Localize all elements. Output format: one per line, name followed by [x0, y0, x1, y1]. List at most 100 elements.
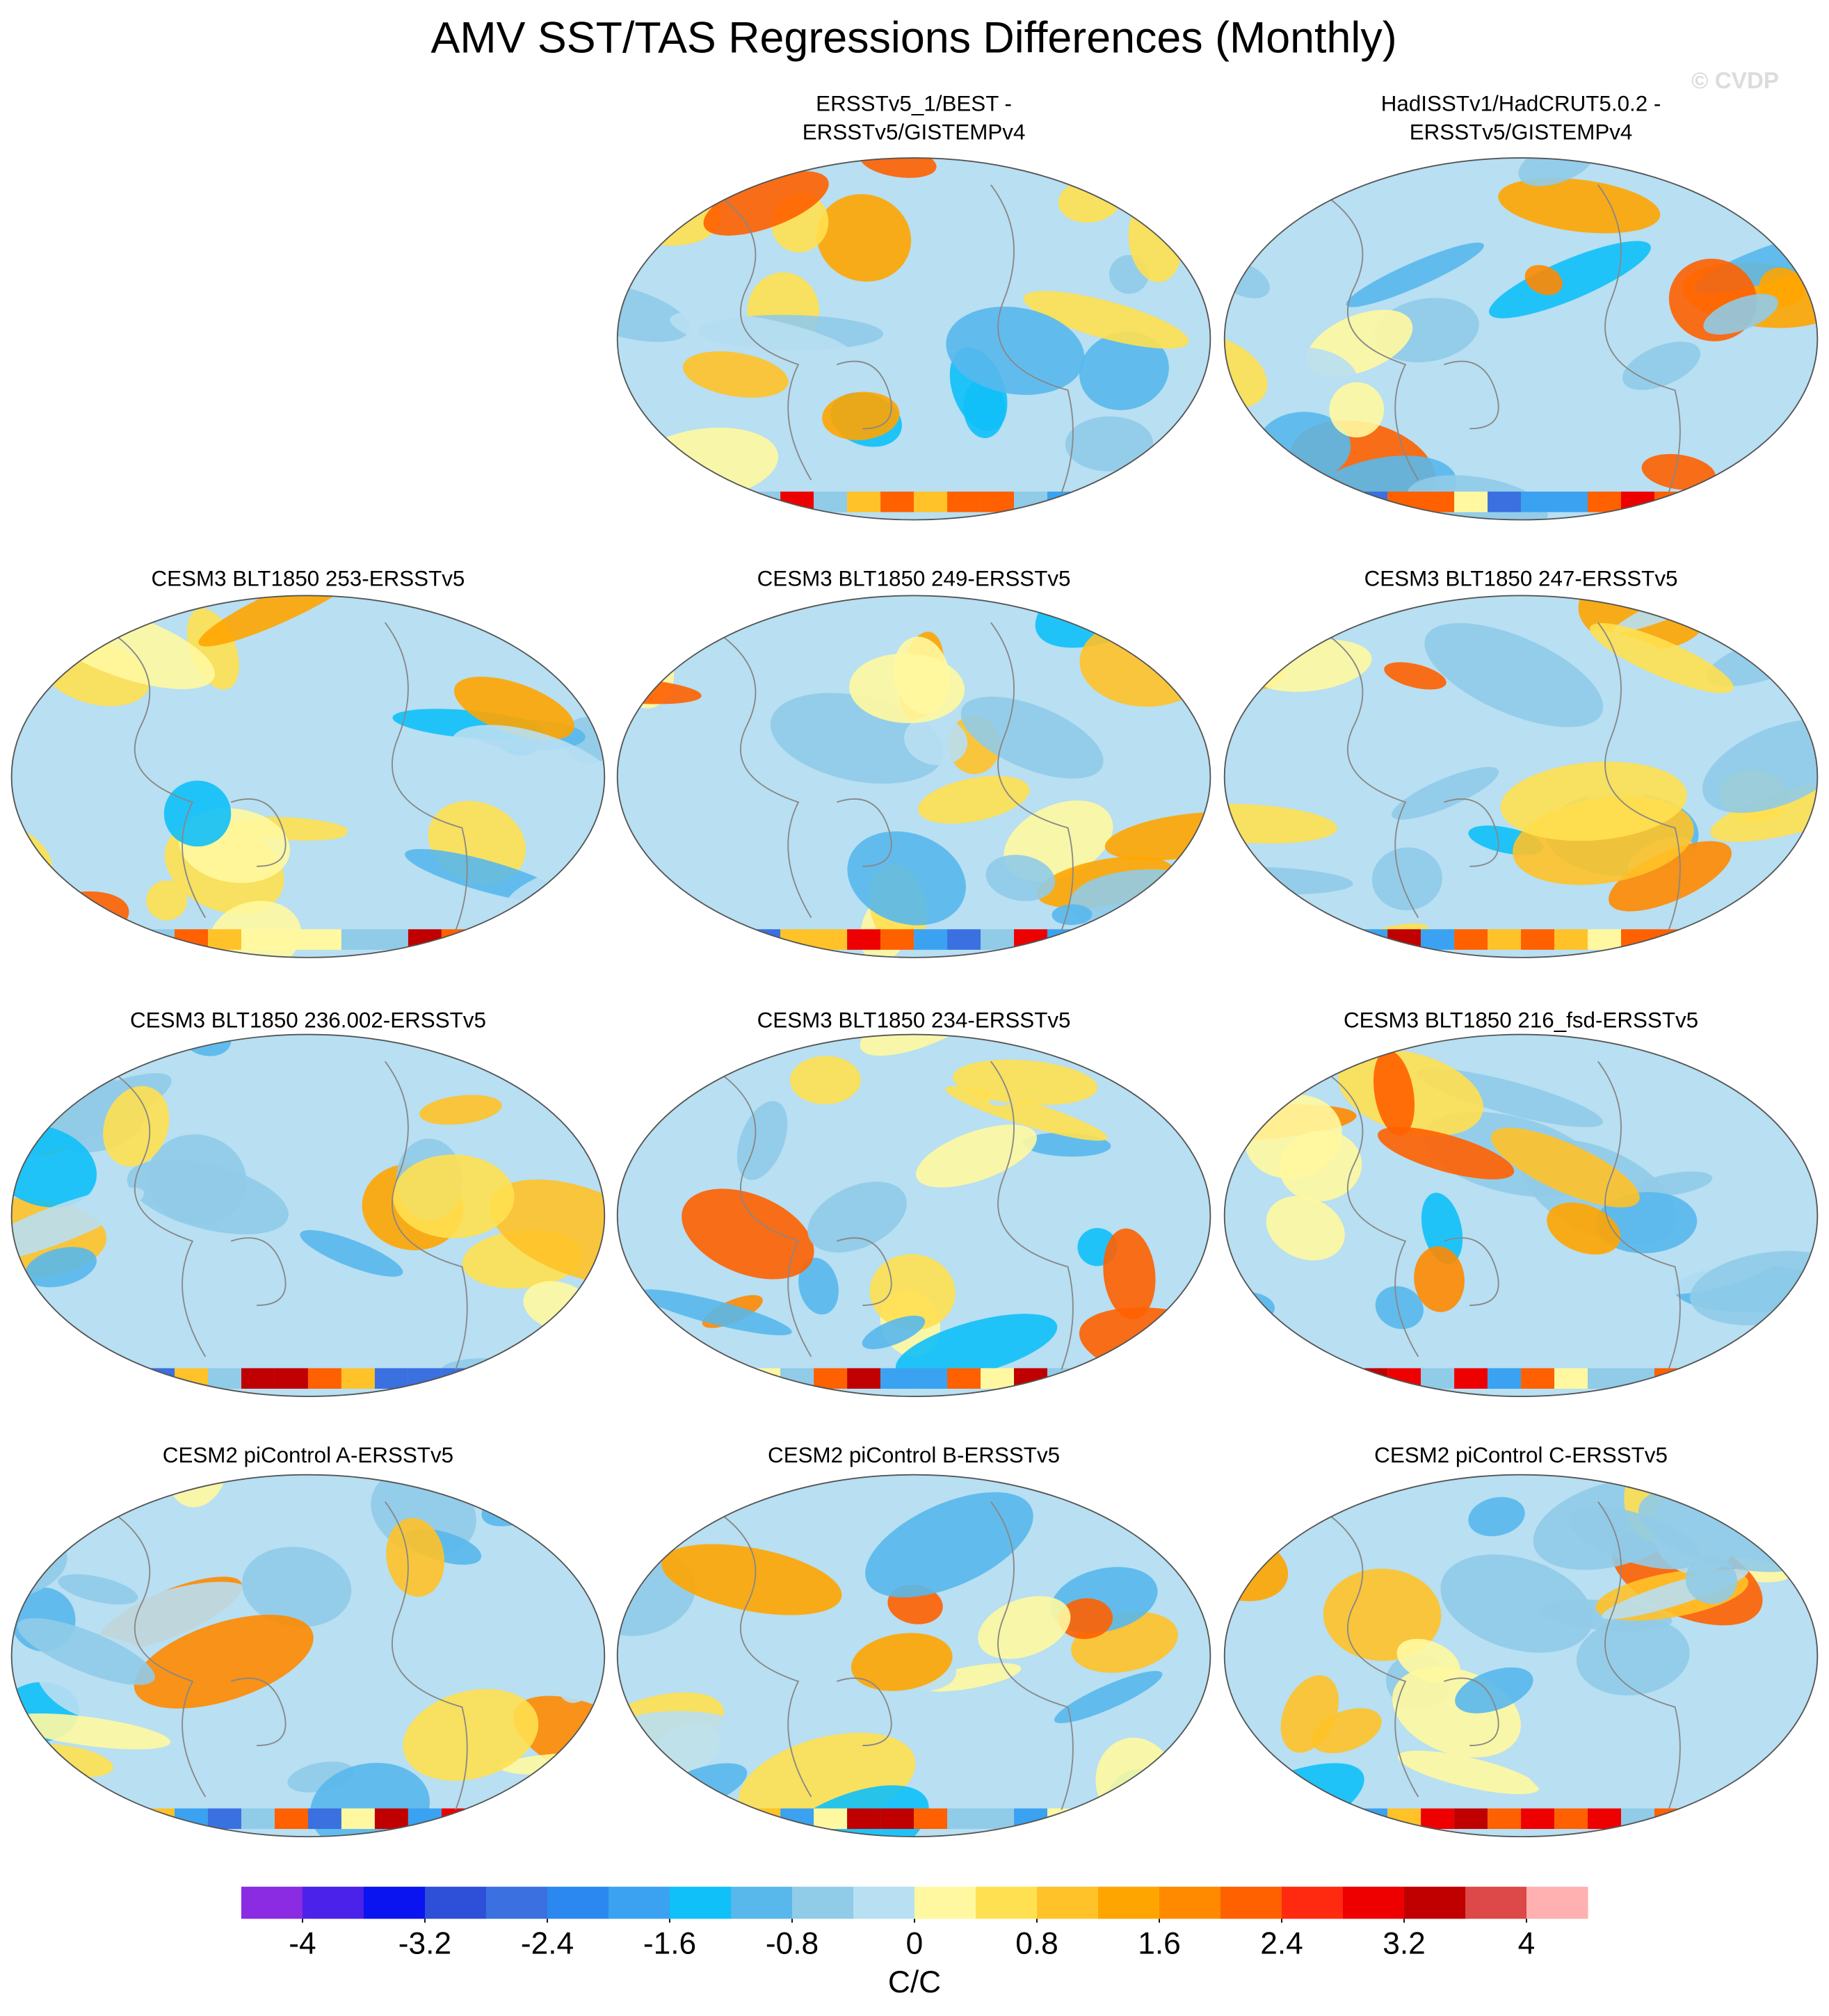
field-blob	[880, 1808, 914, 1830]
field-blob	[386, 1517, 445, 1597]
colorbar-box	[669, 1887, 732, 1919]
colorbar-box	[1037, 1887, 1099, 1919]
field-blob	[1454, 1808, 1488, 1830]
field-blob	[341, 1368, 375, 1389]
field-blob	[1710, 778, 1818, 842]
map-panel: CESM3 BLT1850 247-ERSSTv5	[1223, 567, 1819, 958]
field-blob	[1468, 1497, 1525, 1537]
map-field	[11, 595, 605, 958]
field-blob	[1371, 847, 1442, 910]
colorbar-box	[241, 1887, 303, 1919]
field-blob	[146, 880, 188, 921]
field-blob	[1554, 929, 1588, 950]
field-blob	[134, 1614, 314, 1709]
field-blob	[860, 158, 937, 178]
field-blob	[1058, 1598, 1113, 1639]
panel-title: CESM3 BLT1850 249-ERSSTv5	[757, 567, 1071, 591]
colorbar-tick-label: -4	[289, 1927, 316, 1961]
field-blob	[1234, 347, 1359, 424]
field-blob	[555, 1635, 602, 1703]
map-panel: CESM3 BLT1850 216_fsd-ERSSTv5	[1223, 1008, 1819, 1397]
map-border	[1223, 595, 1819, 958]
field-blob	[393, 1154, 515, 1239]
field-blob	[904, 716, 968, 766]
field-blob	[947, 1808, 981, 1830]
field-blob	[987, 1755, 1097, 1816]
field-blob	[947, 491, 981, 513]
chart-title: AMV SST/TAS Regressions Differences (Mon…	[431, 14, 1397, 63]
field-blob	[1518, 158, 1596, 186]
map-panel: CESM2 piControl B-ERSSTv5	[616, 1443, 1211, 1838]
field-blob	[1775, 457, 1818, 508]
field-blob	[1224, 334, 1268, 409]
ocean-background	[617, 158, 1211, 520]
field-blob	[248, 1056, 351, 1131]
field-blob	[1421, 1193, 1463, 1264]
field-blob	[317, 1034, 439, 1091]
field-blob	[1261, 923, 1430, 958]
colorbar-tick-label: 1.6	[1138, 1927, 1181, 1961]
coastline	[115, 622, 468, 931]
field-blob	[1346, 242, 1484, 307]
field-blob	[403, 1688, 539, 1781]
map-border	[616, 1474, 1211, 1838]
coastline	[720, 184, 1074, 494]
coastline	[720, 1061, 1074, 1370]
colorbar-tick-label: -0.8	[766, 1927, 819, 1961]
field-blob	[1396, 1638, 1460, 1683]
panel-title: CESM3 BLT1850 253-ERSSTv5	[152, 567, 465, 591]
field-blob	[852, 450, 999, 481]
field-blob	[1103, 1228, 1156, 1320]
field-blob	[1069, 869, 1211, 943]
field-blob	[207, 1368, 241, 1389]
field-blob	[1595, 1192, 1698, 1254]
field-blob	[895, 1314, 1058, 1381]
field-blob	[1414, 1246, 1465, 1312]
map-border	[1223, 157, 1819, 521]
map-field	[1224, 1474, 1818, 1837]
colorbar-box	[853, 1887, 915, 1919]
field-blob	[1489, 241, 1651, 318]
colorbar-tick-label: -3.2	[398, 1927, 451, 1961]
map-border	[1223, 1474, 1819, 1838]
field-blob	[847, 491, 881, 513]
field-blob	[1501, 1243, 1626, 1297]
field-blob	[374, 1368, 408, 1389]
field-blob	[1311, 1708, 1382, 1754]
field-blob	[1113, 1051, 1211, 1085]
map-border	[10, 595, 606, 958]
field-blob	[307, 1808, 341, 1830]
field-blob	[1498, 178, 1661, 234]
colorbar-tick-label: 4	[1518, 1927, 1536, 1961]
field-blob	[1665, 503, 1806, 520]
field-blob	[1454, 491, 1488, 513]
field-blob	[816, 194, 912, 282]
map-border	[616, 1033, 1211, 1397]
field-blob	[1397, 1750, 1540, 1795]
field-blob	[945, 1086, 1108, 1141]
map-field	[11, 1034, 605, 1397]
map-field	[617, 1034, 1211, 1397]
map-border	[10, 1474, 606, 1838]
field-blob	[17, 1618, 155, 1685]
field-blob	[341, 929, 375, 950]
field-blob	[1554, 1368, 1588, 1389]
colorbar-box	[608, 1887, 670, 1919]
coastline	[1328, 184, 1681, 494]
map-panel: CESM3 BLT1850 236.002-ERSSTv5	[10, 1008, 606, 1397]
field-blob	[300, 1229, 403, 1277]
field-blob	[1052, 904, 1093, 926]
field-blob	[1019, 510, 1134, 520]
map-field	[11, 1474, 605, 1837]
coastline	[1328, 622, 1681, 931]
field-blob	[814, 1368, 848, 1389]
field-blob	[307, 929, 341, 950]
field-blob	[1627, 1232, 1789, 1295]
colorbar-box	[485, 1887, 548, 1919]
panel-title: CESM2 piControl A-ERSSTv5	[163, 1443, 453, 1467]
map-panel: CESM2 piControl C-ERSSTv5	[1223, 1443, 1819, 1838]
field-blob	[880, 491, 914, 513]
field-blob	[241, 1808, 275, 1830]
field-blob	[374, 929, 408, 950]
field-blob	[790, 1056, 861, 1104]
